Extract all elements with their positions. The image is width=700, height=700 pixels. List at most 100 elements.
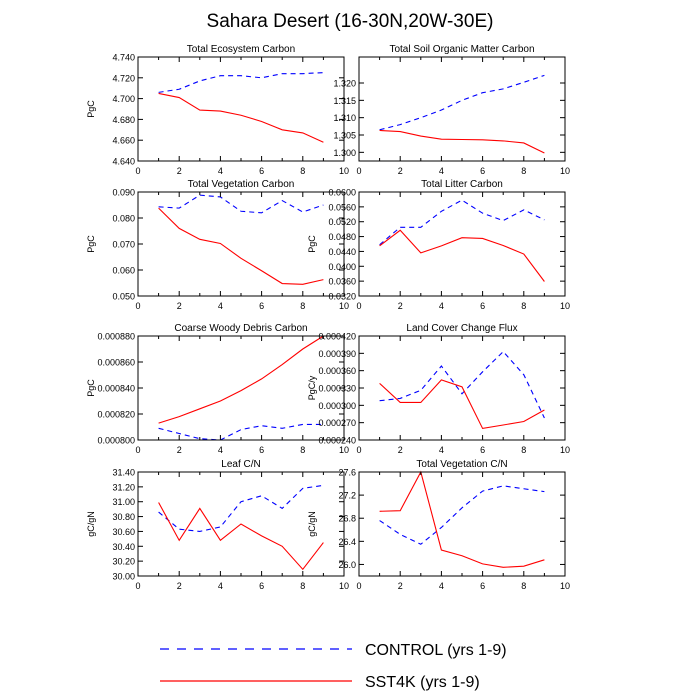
y-tick-label: 26.0 <box>338 560 356 570</box>
x-tick-label: 6 <box>480 301 485 311</box>
x-tick-label: 6 <box>259 581 264 591</box>
y-tick-label: 4.660 <box>112 136 135 146</box>
y-axis-label: gC/gN <box>307 511 317 537</box>
y-tick-label: 4.680 <box>112 115 135 125</box>
y-tick-label: 0.000360 <box>318 366 356 376</box>
y-tick-label: 0.0600 <box>328 188 356 198</box>
x-tick-label: 10 <box>339 166 349 176</box>
x-tick-label: 6 <box>480 581 485 591</box>
y-tick-label: 4.640 <box>112 157 135 167</box>
y-tick-label: 0.0520 <box>328 217 356 227</box>
y-tick-label: 0.000880 <box>97 332 135 342</box>
control-series-line <box>158 194 324 214</box>
panel-coarse-woody-debris-carbon: Coarse Woody Debris Carbon 0 2 4 6 8 10 0.00080… <box>86 323 349 455</box>
y-tick-label: 0.000390 <box>318 349 356 359</box>
y-tick-label: 0.0400 <box>328 262 356 272</box>
panel-title: Land Cover Change Flux <box>406 323 517 334</box>
x-tick-label: 4 <box>439 166 444 176</box>
y-tick-label: 26.8 <box>338 514 356 524</box>
y-tick-label: 31.20 <box>112 482 135 492</box>
y-tick-label: 0.000330 <box>318 384 356 394</box>
y-tick-label: 0.0480 <box>328 232 356 242</box>
y-tick-label: 31.00 <box>112 497 135 507</box>
sst4k-series-line <box>158 92 324 143</box>
sst4k-series-line <box>158 502 324 571</box>
y-tick-label: 0.000300 <box>318 401 356 411</box>
x-tick-label: 8 <box>300 581 305 591</box>
y-tick-label: 26.4 <box>338 537 356 547</box>
x-tick-label: 6 <box>259 166 264 176</box>
x-tick-label: 2 <box>398 581 403 591</box>
sst4k-series-line <box>158 207 324 285</box>
y-axis-label: PgC <box>86 100 96 118</box>
x-tick-label: 0 <box>135 445 140 455</box>
sst4k-series-line <box>379 129 545 154</box>
x-tick-label: 8 <box>521 301 526 311</box>
x-tick-label: 4 <box>218 445 223 455</box>
x-tick-label: 10 <box>560 445 570 455</box>
y-tick-label: 30.20 <box>112 557 135 567</box>
x-tick-label: 4 <box>439 445 444 455</box>
control-series-line <box>158 484 324 532</box>
control-series-line <box>158 72 324 93</box>
y-tick-label: 30.40 <box>112 542 135 552</box>
x-tick-label: 0 <box>356 581 361 591</box>
x-tick-label: 0 <box>356 301 361 311</box>
x-tick-label: 0 <box>135 301 140 311</box>
control-series-line <box>158 423 324 441</box>
y-tick-label: 1.315 <box>333 96 356 106</box>
y-tick-label: 31.40 <box>112 468 135 478</box>
panel-total-vegetation-carbon: Total Vegetation Carbon 0 2 4 6 8 10 0.050 0.060… <box>86 179 349 311</box>
y-tick-label: 0.060 <box>112 266 135 276</box>
y-tick-label: 0.0440 <box>328 247 356 257</box>
y-tick-label: 0.000820 <box>97 410 135 420</box>
x-tick-label: 6 <box>259 445 264 455</box>
x-tick-label: 10 <box>560 301 570 311</box>
control-series-line <box>379 485 545 545</box>
y-tick-label: 30.00 <box>112 572 135 582</box>
x-tick-label: 10 <box>339 301 349 311</box>
y-tick-label: 1.310 <box>333 113 356 123</box>
control-series-line <box>379 350 545 419</box>
y-axis-label: PgC <box>86 379 96 397</box>
x-tick-label: 6 <box>480 166 485 176</box>
x-tick-label: 8 <box>521 445 526 455</box>
y-tick-label: 4.740 <box>112 53 135 63</box>
panel-total-soil-organic-matter-carbon: Total Soil Organic Matter Carbon 0 2 4 6 8 10 1… <box>333 44 570 176</box>
y-tick-label: 0.050 <box>112 292 135 302</box>
x-tick-label: 4 <box>218 166 223 176</box>
x-tick-label: 4 <box>218 581 223 591</box>
x-tick-label: 2 <box>398 301 403 311</box>
x-tick-label: 4 <box>439 301 444 311</box>
x-tick-label: 4 <box>439 581 444 591</box>
x-tick-label: 2 <box>398 166 403 176</box>
x-tick-label: 10 <box>560 166 570 176</box>
panel-title: Total Vegetation C/N <box>416 459 507 470</box>
y-axis-label: gC/gN <box>86 511 96 537</box>
x-tick-label: 10 <box>339 581 349 591</box>
y-tick-label: 0.000420 <box>318 332 356 342</box>
y-tick-label: 0.090 <box>112 188 135 198</box>
control-series-line <box>379 74 545 131</box>
panel-leaf-c-n: Leaf C/N 0 2 4 6 8 10 30.00 30.20 30.40 30.60 30.80… <box>86 459 349 591</box>
panel-title: Leaf C/N <box>221 459 260 470</box>
x-tick-label: 2 <box>177 581 182 591</box>
y-tick-label: 0.000840 <box>97 384 135 394</box>
y-tick-label: 1.320 <box>333 79 356 89</box>
x-tick-label: 2 <box>177 445 182 455</box>
y-tick-label: 0.000270 <box>318 418 356 428</box>
figure-title: Sahara Desert (16-30N,20W-30E) <box>207 11 494 32</box>
panel-total-vegetation-c-n: Total Vegetation C/N 0 2 4 6 8 10 26.0 26.4 26.8 2… <box>307 459 570 591</box>
y-axis-label: PgC <box>86 235 96 253</box>
sst4k-series-line <box>379 379 545 430</box>
x-tick-label: 0 <box>356 166 361 176</box>
panel-title: Total Vegetation Carbon <box>188 179 295 190</box>
panel-total-ecosystem-carbon: Total Ecosystem Carbon 0 2 4 6 8 10 4.640 4.660 4… <box>86 44 349 176</box>
x-tick-label: 2 <box>398 445 403 455</box>
x-tick-label: 8 <box>521 581 526 591</box>
x-tick-label: 2 <box>177 301 182 311</box>
panel-title: Total Litter Carbon <box>421 179 503 190</box>
legend-control-label: CONTROL (yrs 1-9) <box>365 642 507 659</box>
